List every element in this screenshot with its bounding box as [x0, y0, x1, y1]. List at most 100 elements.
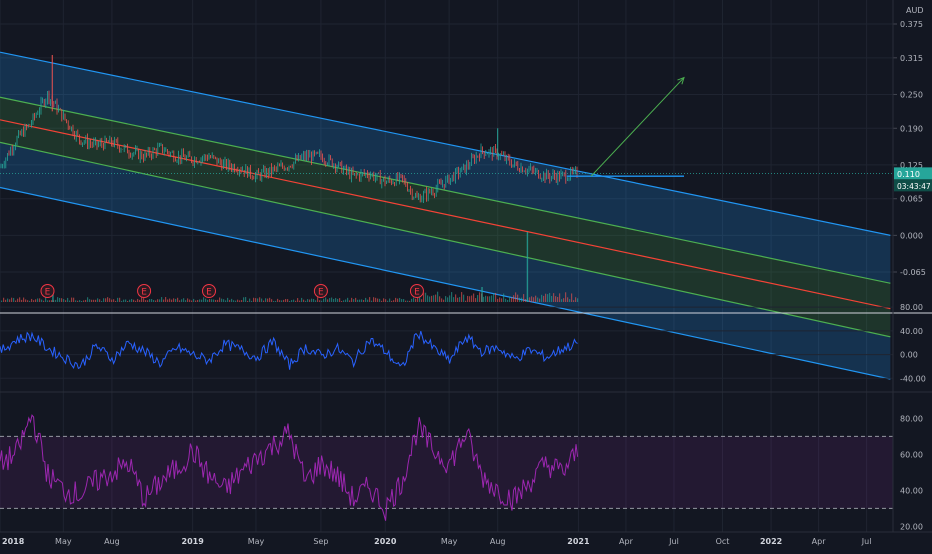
volume-bar-22 [45, 297, 47, 302]
volume-bar-203 [407, 300, 409, 302]
volume-bar-75 [151, 298, 153, 302]
volume-bar-189 [379, 298, 381, 302]
volume-bar-106 [213, 299, 215, 302]
volume-bar-71 [143, 298, 145, 302]
countdown-bg [894, 179, 932, 192]
volume-bar-23 [47, 300, 49, 302]
volume-bar-4 [9, 299, 11, 302]
price-axis[interactable]: AUD 0.375 0.315 0.250 0.190 0.125 0.065 0.000 -… [892, 0, 932, 532]
price-tick-3: 0.190 [900, 124, 923, 133]
volume-bar-78 [157, 299, 159, 302]
earnings-circle [202, 284, 216, 298]
time-label-9: 2021 [567, 537, 590, 546]
volume-bar-217 [435, 294, 437, 302]
volume-bar-281 [563, 298, 565, 302]
earnings-marker-0[interactable]: E [40, 284, 55, 298]
volume-bar-211 [423, 292, 425, 302]
time-label-6: 2020 [374, 537, 397, 546]
volume-bar-210 [421, 299, 423, 302]
earnings-marker-2[interactable]: E [202, 284, 216, 298]
volume-bar-257 [515, 292, 517, 302]
volume-bar-162 [325, 297, 327, 302]
volume-bar-230 [461, 292, 463, 302]
volume-bar-165 [331, 297, 333, 302]
volume-bar-20 [41, 299, 43, 302]
volume-bar-175 [351, 297, 353, 302]
volume-bar-89 [179, 300, 181, 302]
channel-band-lower [0, 142, 891, 380]
earnings-marker-4[interactable]: E [409, 284, 424, 298]
volume-bar-201 [403, 299, 405, 302]
time-label-13: 2022 [760, 537, 782, 546]
volume-bar-242 [485, 295, 487, 302]
volume-bar-15 [31, 298, 33, 302]
volume-bar-258 [517, 294, 519, 302]
volume-bar-278 [557, 296, 559, 302]
volume-bar-268 [537, 297, 539, 302]
earnings-marker-3[interactable]: E [313, 284, 328, 298]
volume-bar-28 [57, 297, 59, 302]
volume-bar-212 [425, 292, 427, 302]
volume-bar-142 [285, 298, 287, 302]
volume-bar-216 [433, 295, 435, 302]
volume-bar-138 [277, 298, 279, 302]
volume-bar-287 [575, 297, 577, 302]
volume-bar-58 [117, 297, 119, 302]
time-label-1: May [55, 537, 72, 546]
volume-bar-254 [509, 296, 511, 302]
volume-bar-174 [349, 300, 351, 302]
volume-bar-102 [205, 298, 207, 302]
volume-bar-236 [473, 293, 475, 302]
volume-bar-24 [49, 300, 51, 302]
volume-bar-185 [371, 300, 373, 302]
drawings[interactable] [0, 76, 893, 177]
rsi-tick-0: 80.00 [900, 414, 923, 423]
volume-bar-252 [505, 298, 507, 302]
volume-bar-255 [511, 297, 513, 302]
volume-bar-29 [59, 298, 61, 302]
volume-bar-224 [449, 295, 451, 302]
volume-bar-110 [221, 298, 223, 302]
volume-bar-44 [89, 299, 91, 302]
volume-bar-50 [101, 300, 103, 302]
volume-bar-251 [503, 293, 505, 302]
last-price-tag-bg [894, 167, 932, 180]
earnings-marker-1[interactable]: E [137, 284, 152, 298]
volume-bar-0 [1, 300, 3, 302]
earnings-circle [313, 284, 328, 298]
volume-bar-41 [83, 300, 85, 302]
regression-channel[interactable] [0, 51, 891, 380]
volume-bar-86 [173, 298, 175, 302]
volume-bar-207 [415, 298, 417, 302]
volume-bar-109 [219, 297, 221, 302]
volume-bar-107 [215, 299, 217, 302]
volume-bar-139 [279, 300, 281, 302]
time-axis[interactable]: 2018 May Aug 2019 May Sep 2020 May Aug 2021 Apr Jul… [2, 537, 871, 546]
volume-bar-47 [95, 299, 97, 302]
volume-bar-149 [299, 300, 301, 302]
volume-bar-170 [341, 300, 343, 302]
volume-bar-84 [169, 298, 171, 302]
volume-bar-253 [507, 299, 509, 302]
volume-bar-74 [149, 299, 151, 302]
volume-bar-118 [237, 299, 239, 302]
rsi-line [0, 414, 579, 521]
earnings-label: E [414, 288, 420, 298]
time-label-14: Apr [812, 537, 827, 546]
volume-bar-56 [113, 299, 115, 302]
volume-bar-90 [181, 299, 183, 302]
volume-bar-6 [13, 297, 15, 302]
volume-bar-228 [457, 297, 459, 302]
volume-bar-14 [29, 300, 31, 302]
time-label-2: Aug [104, 537, 120, 546]
volume-bar-205 [411, 298, 413, 302]
volume-bar-256 [513, 295, 515, 302]
earnings-label: E [141, 288, 147, 298]
volume-bar-279 [559, 293, 561, 302]
volume-bar-147 [295, 300, 297, 302]
volume-bar-219 [439, 296, 441, 302]
volume-bar-51 [103, 298, 105, 302]
volume-bar-157 [315, 300, 317, 302]
